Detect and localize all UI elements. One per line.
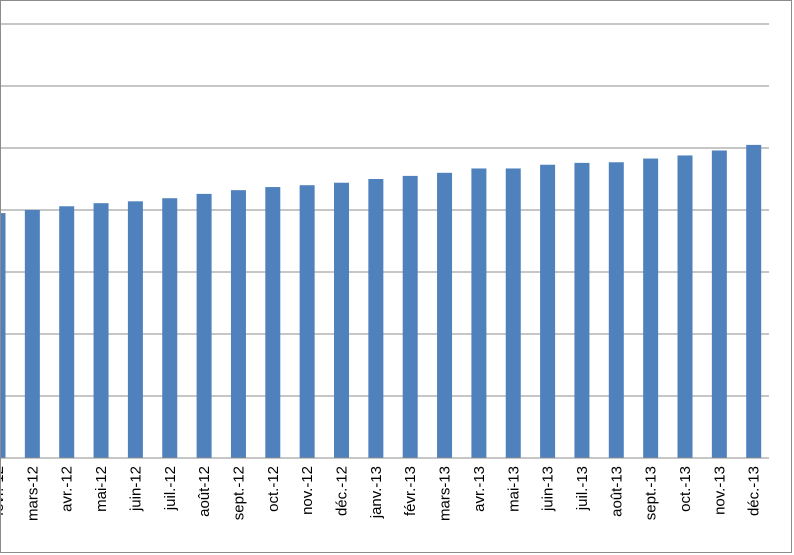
bar	[162, 198, 178, 458]
x-tick-label: nov.-12	[299, 466, 316, 515]
bar	[24, 210, 40, 458]
x-tick-label: avr.-12	[59, 466, 76, 512]
bar	[643, 158, 659, 459]
x-tick-label: avr.-13	[471, 466, 488, 512]
x-tick-label: janv.-13	[368, 466, 385, 519]
x-tick-label: mars-13	[437, 466, 454, 521]
bar	[299, 185, 315, 458]
x-tick-label: févr.-12	[1, 466, 7, 516]
x-axis-tick-labels: févr.-12 mars-12 avr.-12 mai-12 juin-12 juil.…	[1, 466, 763, 521]
x-tick-label: juin-12	[127, 466, 144, 512]
bar	[677, 155, 693, 458]
bar	[265, 187, 281, 458]
bar-series	[1, 144, 762, 459]
x-tick-label: oct.-13	[677, 466, 694, 512]
bar	[437, 172, 453, 459]
x-tick-label: août-13	[608, 466, 625, 517]
x-tick-label: nov.-13	[711, 466, 728, 515]
bar	[127, 201, 143, 458]
x-tick-label: juil.-12	[162, 466, 179, 511]
x-tick-label: juil.-13	[574, 466, 591, 511]
x-tick-label: déc.-13	[746, 466, 763, 516]
x-tick-label: févr.-13	[402, 466, 419, 516]
bar	[368, 179, 384, 458]
bar	[711, 150, 727, 459]
bar	[746, 144, 762, 458]
x-tick-label: mars-12	[24, 466, 41, 521]
bar	[540, 164, 556, 459]
bar	[59, 206, 75, 458]
bar	[334, 182, 349, 458]
x-tick-label: mai-13	[505, 466, 522, 512]
bar	[196, 193, 212, 458]
x-tick-label: sept.-13	[643, 466, 660, 520]
bar	[471, 168, 487, 458]
x-tick-label: sept.-12	[230, 466, 247, 520]
bar	[230, 190, 246, 458]
x-tick-label: août-12	[196, 466, 213, 517]
bar	[93, 203, 109, 458]
x-tick-label: juin-13	[540, 466, 557, 512]
bar	[574, 162, 590, 458]
bar	[402, 175, 418, 458]
x-tick-label: oct.-12	[265, 466, 282, 512]
x-tick-label: mai-12	[93, 466, 110, 512]
x-tick-label: déc.-12	[334, 466, 351, 516]
bar	[1, 213, 6, 458]
bar	[608, 162, 624, 458]
bar	[505, 168, 521, 458]
